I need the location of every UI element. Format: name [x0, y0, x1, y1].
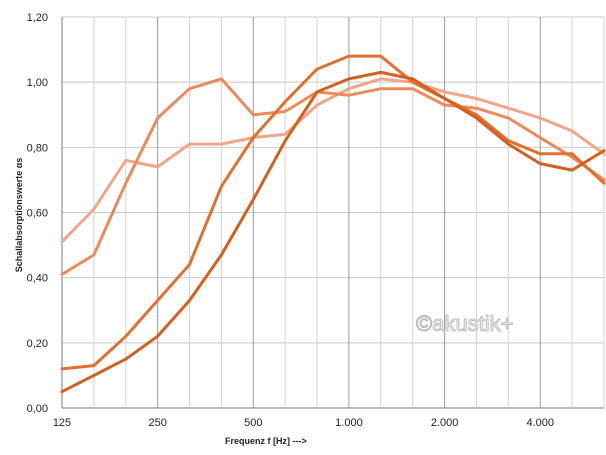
y-tick-label: 1,00: [27, 77, 48, 89]
series-line-1: [60, 77, 606, 244]
y-tick-label: 0,80: [27, 142, 48, 154]
series-line-2: [60, 77, 606, 276]
chart-grid: [61, 16, 605, 409]
y-tick-labels: 0,00 0,20 0,40 0,60 0,80 1,00 1,20: [27, 12, 48, 415]
y-tick-label: 1,20: [27, 12, 48, 24]
y-tick-label: 0,20: [27, 338, 48, 350]
x-tick-label: 1.000: [335, 417, 363, 429]
x-tick-label: 125: [53, 417, 71, 429]
x-axis-label: Frequenz f [Hz] --->: [225, 436, 307, 446]
series-line-4: [60, 70, 606, 394]
x-tick-label: 4.000: [526, 417, 554, 429]
series-line-3: [60, 54, 606, 371]
y-axis-label: Schallabsorptionswerte αs: [14, 158, 24, 273]
watermark: ©akustik+: [416, 311, 514, 336]
chart-series: [60, 54, 606, 394]
x-tick-labels: 125 250 500 1.000 2.000 4.000: [53, 417, 554, 429]
x-tick-label: 250: [148, 417, 166, 429]
x-tick-label: 2.000: [431, 417, 459, 429]
y-tick-label: 0,00: [27, 403, 48, 415]
x-tick-label: 500: [244, 417, 262, 429]
y-tick-label: 0,60: [27, 208, 48, 220]
y-tick-label: 0,40: [27, 273, 48, 285]
